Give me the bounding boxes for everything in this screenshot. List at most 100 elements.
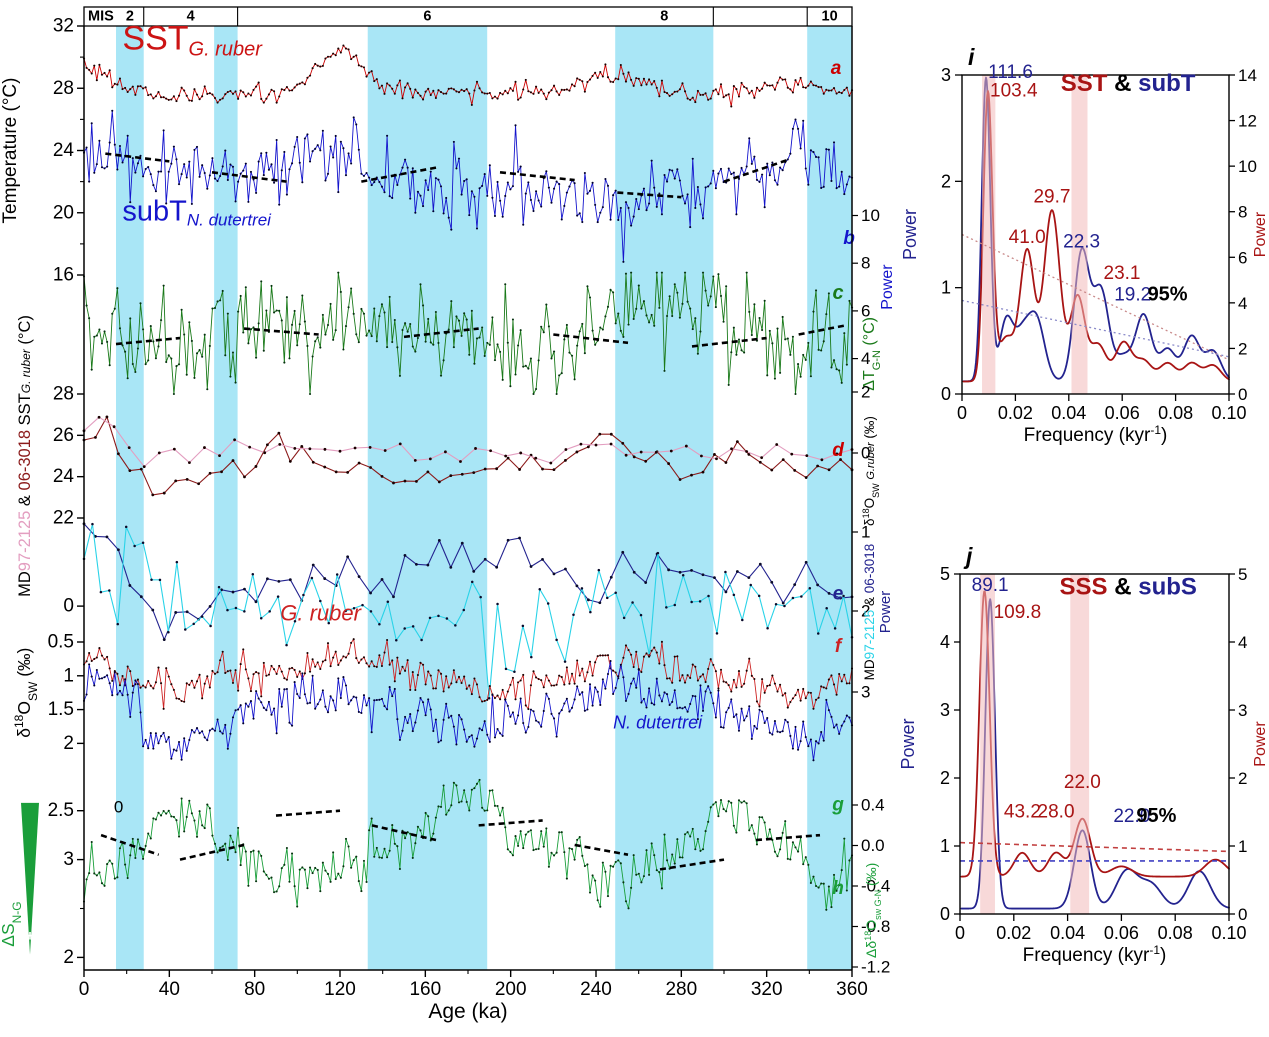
svg-text:19.2: 19.2	[1114, 284, 1151, 305]
svg-text:0.06: 0.06	[1104, 923, 1139, 943]
svg-text:5: 5	[1238, 565, 1247, 584]
svg-text:0: 0	[1238, 905, 1247, 924]
svg-text:4: 4	[1238, 294, 1247, 313]
svg-text:Power: Power	[877, 591, 894, 634]
svg-text:e: e	[833, 584, 844, 605]
svg-text:3: 3	[1238, 701, 1247, 720]
svg-text:Frequency (kyr-1): Frequency (kyr-1)	[1024, 423, 1168, 446]
svg-text:43.2: 43.2	[1004, 801, 1041, 822]
svg-text:a: a	[831, 58, 842, 79]
svg-text:0.02: 0.02	[996, 923, 1031, 943]
svg-text:0: 0	[79, 979, 90, 1000]
svg-text:0: 0	[941, 384, 951, 404]
svg-text:0: 0	[63, 596, 74, 617]
svg-text:2: 2	[941, 171, 951, 191]
svg-text:103.4: 103.4	[990, 80, 1038, 101]
svg-text:95%: 95%	[1136, 805, 1176, 827]
svg-text:G. ruber: G. ruber	[280, 600, 362, 625]
svg-text:8: 8	[660, 9, 668, 25]
svg-text:160: 160	[409, 979, 441, 1000]
svg-text:22.0: 22.0	[1064, 772, 1101, 793]
svg-text:0: 0	[957, 403, 967, 423]
svg-text:120: 120	[324, 979, 356, 1000]
svg-text:Frequency (kyr-1): Frequency (kyr-1)	[1023, 943, 1167, 966]
svg-text:Power: Power	[879, 264, 896, 310]
svg-text:h: h	[832, 878, 844, 899]
svg-text:200: 200	[495, 979, 527, 1000]
svg-text:0.10: 0.10	[1211, 403, 1246, 423]
svg-text:80: 80	[244, 979, 265, 1000]
svg-text:0.4: 0.4	[861, 796, 885, 815]
svg-text:109.8: 109.8	[994, 602, 1042, 623]
svg-text:20: 20	[53, 202, 74, 223]
svg-text:Power: Power	[1252, 721, 1269, 767]
svg-text:89.1: 89.1	[972, 575, 1009, 596]
svg-text:24: 24	[53, 466, 75, 487]
svg-text:26: 26	[53, 425, 74, 446]
svg-text:6: 6	[1238, 248, 1247, 267]
svg-text:0.04: 0.04	[1051, 403, 1086, 423]
svg-text:6: 6	[423, 9, 431, 25]
svg-text:0: 0	[1238, 385, 1247, 404]
svg-text:41.0: 41.0	[1009, 227, 1046, 248]
svg-text:Power: Power	[1252, 211, 1269, 257]
svg-text:3: 3	[941, 65, 951, 85]
svg-text:0: 0	[114, 798, 123, 817]
svg-text:8: 8	[1238, 203, 1247, 222]
svg-text:2: 2	[1238, 339, 1247, 358]
svg-text:4: 4	[1238, 633, 1247, 652]
svg-text:0.08: 0.08	[1158, 923, 1193, 943]
svg-text:320: 320	[751, 979, 783, 1000]
svg-text:4: 4	[861, 349, 870, 368]
svg-text:d: d	[832, 440, 844, 461]
svg-text:2: 2	[861, 383, 870, 402]
svg-text:22.3: 22.3	[1063, 231, 1100, 252]
svg-text:g: g	[831, 795, 844, 816]
svg-text:12: 12	[1238, 112, 1257, 131]
svg-text:0.04: 0.04	[1050, 923, 1085, 943]
svg-text:Age (ka): Age (ka)	[428, 1000, 507, 1023]
svg-text:3: 3	[861, 683, 870, 702]
svg-text:2: 2	[1238, 769, 1247, 788]
svg-text:24: 24	[53, 140, 75, 161]
svg-text:1: 1	[63, 665, 74, 686]
svg-text:-1.2: -1.2	[861, 958, 890, 977]
svg-text:b: b	[843, 228, 855, 249]
svg-text:14: 14	[1238, 66, 1257, 85]
svg-text:2: 2	[63, 947, 74, 968]
svg-text:Power: Power	[900, 209, 920, 260]
svg-text:10: 10	[822, 9, 838, 25]
svg-text:N. dutertrei: N. dutertrei	[613, 713, 703, 733]
svg-text:4: 4	[940, 632, 950, 652]
svg-text:280: 280	[665, 979, 697, 1000]
svg-text:2: 2	[63, 733, 74, 754]
svg-text:1.5: 1.5	[48, 699, 74, 720]
svg-text:8: 8	[861, 254, 870, 273]
svg-text:c: c	[832, 282, 843, 304]
svg-text:Temperature (°C): Temperature (°C)	[0, 78, 21, 224]
svg-text:28: 28	[53, 384, 74, 405]
svg-text:22: 22	[53, 508, 74, 529]
svg-text:1: 1	[1238, 837, 1247, 856]
svg-text:Power: Power	[898, 718, 918, 769]
svg-text:MD97-2125 & 06-3018 SSTG. rube: MD97-2125 & 06-3018 SSTG. ruber (°C)	[16, 315, 34, 597]
svg-text:0.08: 0.08	[1158, 403, 1193, 423]
svg-text:240: 240	[580, 979, 612, 1000]
svg-text:16: 16	[53, 265, 74, 286]
svg-text:28: 28	[53, 78, 74, 99]
svg-text:3: 3	[940, 700, 950, 720]
svg-text:40: 40	[159, 979, 180, 1000]
svg-text:SST & subT: SST & subT	[1061, 70, 1196, 97]
svg-text:SSS & subS: SSS & subS	[1060, 573, 1197, 600]
svg-text:2.5: 2.5	[48, 800, 74, 821]
svg-text:0.5: 0.5	[48, 632, 74, 653]
svg-text:5: 5	[940, 564, 950, 584]
svg-text:1: 1	[940, 836, 950, 856]
svg-text:0.0: 0.0	[861, 836, 885, 855]
svg-text:32: 32	[53, 16, 74, 37]
svg-text:3: 3	[63, 849, 74, 870]
svg-text:2: 2	[940, 768, 950, 788]
svg-text:0: 0	[955, 923, 965, 943]
svg-text:MIS: MIS	[88, 9, 114, 25]
svg-text:28.0: 28.0	[1038, 801, 1075, 822]
